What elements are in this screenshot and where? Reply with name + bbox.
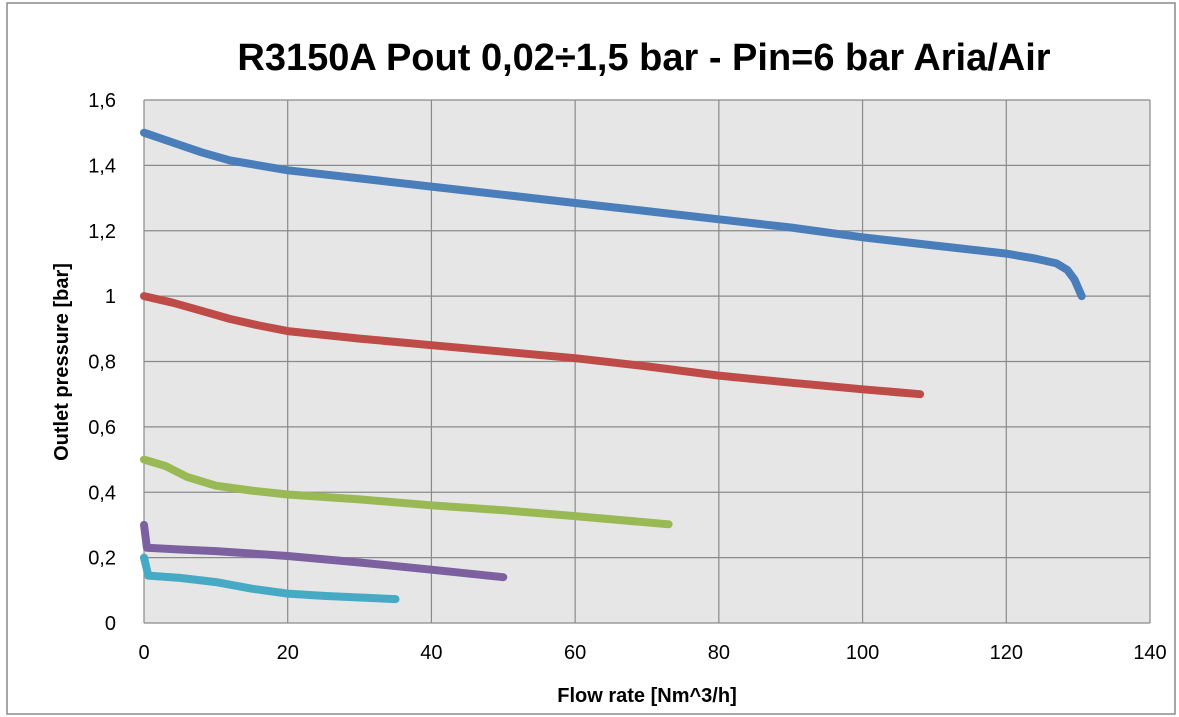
x-axis-label: Flow rate [Nm^3/h] (557, 685, 736, 707)
x-tick-label: 60 (564, 642, 586, 664)
y-tick-label: 0,4 (88, 482, 116, 504)
x-tick-label: 100 (846, 642, 879, 664)
x-tick-label: 80 (708, 642, 730, 664)
x-tick-label: 0 (138, 642, 149, 664)
x-tick-label: 20 (277, 642, 299, 664)
x-tick-label: 40 (420, 642, 442, 664)
series-line-1 (140, 128, 1086, 301)
y-tick-label: 1,2 (88, 221, 116, 243)
y-tick-label: 0 (105, 613, 116, 635)
y-tick-label: 1 (105, 286, 116, 308)
series-line-3 (140, 455, 673, 529)
y-tick-label: 0,8 (88, 352, 116, 374)
series-line-2 (140, 292, 925, 399)
x-tick-label: 120 (990, 642, 1023, 664)
x-tick-label: 140 (1133, 642, 1166, 664)
y-tick-label: 1,4 (88, 155, 116, 177)
chart-title: R3150A Pout 0,02÷1,5 bar - Pin=6 bar Ari… (237, 37, 1050, 79)
y-tick-label: 1,6 (88, 90, 116, 112)
series-group (140, 128, 1086, 604)
series-line-5 (140, 553, 400, 604)
y-tick-label: 0,2 (88, 548, 116, 570)
y-tick-label: 0,6 (88, 417, 116, 439)
x-tick-labels: 0 20 40 60 80 100 120 140 (138, 642, 1166, 664)
series-line-4 (140, 520, 508, 582)
y-axis-label: Outlet pressure [bar] (51, 263, 73, 461)
y-tick-labels: 0 0,2 0,4 0,6 0,8 1 1,2 1,4 1,6 (88, 90, 116, 635)
